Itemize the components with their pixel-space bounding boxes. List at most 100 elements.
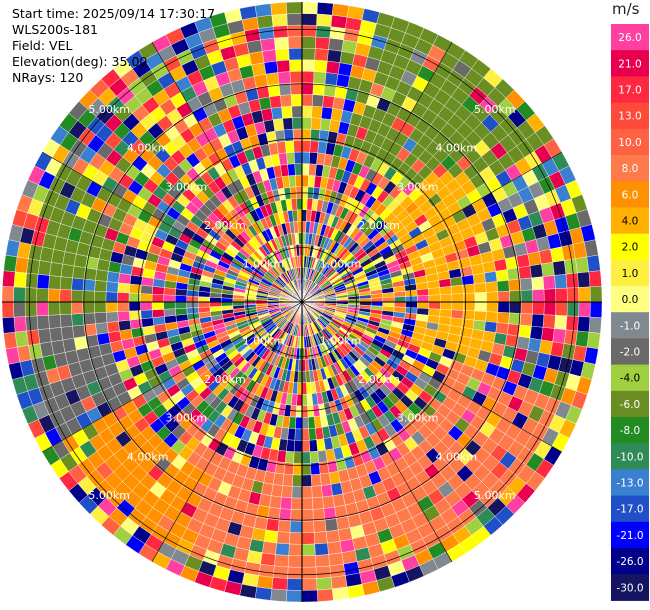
ray-gate-cell [163, 308, 176, 317]
colorbar-tick-label: -26.0 [616, 556, 643, 568]
ray-gate-cell [309, 140, 320, 154]
ray-gate-cell [290, 82, 303, 95]
colorbar-swatch [611, 155, 649, 182]
ray-gate-cell [152, 316, 166, 326]
ray-gate-cell [321, 484, 333, 498]
ray-gate-cell [417, 301, 430, 309]
ray-gate-cell [274, 554, 289, 568]
ray-gate-cell [301, 186, 309, 199]
ray-gate-cell [71, 313, 85, 327]
ray-gate-cell [296, 209, 303, 222]
ray-gate-cell [174, 295, 187, 303]
ray-gate-cell [163, 301, 176, 310]
ray-gate-cell [541, 262, 555, 277]
ray-gate-cell [516, 253, 531, 268]
ray-gate-cell [292, 117, 303, 130]
ray-gate-cell [59, 301, 72, 315]
ray-gate-cell [327, 541, 342, 555]
ray-gate-cell [563, 258, 578, 275]
ray-gate-cell [565, 315, 579, 332]
ray-gate-cell [301, 578, 318, 591]
ray-gate-cell [428, 301, 441, 310]
ray-gate-cell [286, 1, 303, 15]
ray-gate-cell [24, 287, 38, 303]
ray-gate-cell [3, 254, 18, 273]
ray-gate-cell [152, 309, 165, 318]
ray-gate-cell [254, 586, 273, 601]
colorbar-swatch [611, 390, 649, 418]
ray-gate-cell [128, 292, 141, 303]
colorbar-swatch [611, 495, 649, 523]
ray-gate-cell [265, 72, 280, 86]
ray-gate-cell [288, 47, 303, 61]
ray-gate-cell [552, 328, 567, 344]
range-ring-label: 2.00km [204, 373, 246, 386]
ray-gate-cell [71, 289, 84, 303]
colorbar-tick-label: -13.0 [616, 478, 643, 490]
ray-gate-cell [531, 276, 545, 291]
ray-gate-cell [307, 416, 316, 429]
ray-gate-cell [71, 301, 84, 315]
colorbar-tick-label: -1.0 [620, 320, 641, 332]
ray-gate-cell [311, 485, 323, 499]
ray-gate-cell [575, 256, 590, 274]
ray-gate-cell [316, 13, 333, 27]
ray-gate-cell [290, 198, 298, 211]
ray-gate-cell [463, 292, 476, 303]
ray-gate-cell [328, 37, 344, 52]
ray-gate-cell [291, 486, 303, 499]
colorbar-tick-label: -17.0 [616, 504, 643, 516]
ray-gate-cell [295, 417, 303, 430]
ray-gate-cell [105, 311, 119, 323]
ray-gate-cell [271, 13, 288, 27]
ray-gate-cell [322, 95, 335, 109]
ray-gate-cell [405, 295, 418, 303]
ray-gate-cell [288, 175, 297, 188]
ray-gate-cell [296, 382, 303, 395]
ray-gate-cell [301, 474, 312, 487]
ray-gate-cell [586, 254, 601, 273]
ray-gate-cell [440, 301, 453, 311]
ray-gate-cell [473, 282, 487, 294]
ray-gate-cell [253, 73, 268, 88]
colorbar: 26.0 21.0 17.0 13.0 10.0 8.0 6.0 4.0 2.0 1.0 0.0 -1… [611, 24, 649, 601]
ray-gate-cell [474, 301, 487, 312]
ray-gate-cell [275, 542, 290, 556]
ray-gate-cell [140, 301, 153, 311]
ray-gate-cell [301, 486, 313, 499]
ray-gate-cell [297, 221, 303, 234]
ray-gate-cell [578, 301, 591, 318]
azimuth-spoke [301, 301, 562, 453]
colorbar-swatch [611, 128, 649, 156]
ray-gate-cell [529, 325, 544, 341]
ray-gate-cell [301, 520, 315, 533]
ray-gate-cell [96, 332, 111, 346]
ray-gate-cell [578, 286, 591, 303]
ray-gate-cell [313, 531, 328, 545]
site-name-text: WLS200s-181 [12, 22, 98, 37]
colorbar-tick-label: 10.0 [618, 137, 641, 149]
ray-gate-cell [497, 290, 510, 303]
ray-gate-cell [301, 209, 308, 222]
ray-gate-cell [308, 428, 317, 441]
azimuth-spoke [301, 301, 453, 562]
ray-gate-cell [59, 313, 73, 328]
ray-gate-cell [486, 301, 499, 313]
ray-gate-cell [73, 336, 88, 351]
ray-gate-cell [301, 47, 316, 61]
ray-gate-cell [309, 152, 318, 165]
colorbar-tick-label: 4.0 [622, 216, 639, 228]
ray-gate-cell [301, 428, 310, 441]
range-ring-label: 1.00km [243, 257, 285, 270]
colorbar-swatch [611, 312, 649, 339]
range-ring-label: 4.00km [436, 142, 478, 155]
ray-gate-cell [316, 438, 326, 452]
ray-gate-cell [301, 13, 318, 26]
ray-gate-cell [71, 277, 85, 291]
ray-gate-cell [105, 291, 118, 303]
colorbar-swatch [611, 469, 649, 497]
ray-gate-cell [588, 316, 602, 334]
range-ring-label: 4.00km [127, 142, 169, 155]
ray-gate-cell [509, 301, 522, 314]
